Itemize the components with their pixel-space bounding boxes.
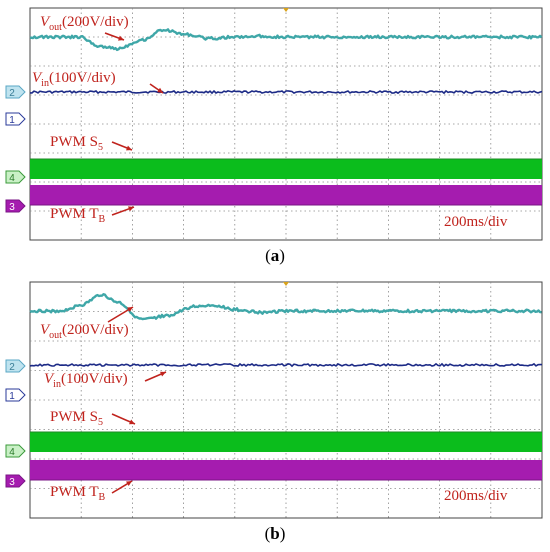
channel-marker-4: 4 [5,444,26,458]
channel-marker-label: 4 [9,173,15,184]
pwm-s5-band [30,158,542,179]
time-scale-label: 200ms/div [444,488,508,504]
caption-a: (a) [265,246,285,265]
channel-marker-label: 3 [9,477,15,488]
arrow-head [126,481,132,487]
vin-arrow [144,371,167,382]
pwm-s5-band [30,431,542,452]
channel-marker-2: 2 [5,359,26,373]
arrow-head [160,371,166,377]
tb-arrow [111,206,135,216]
channel-marker-label: 4 [9,447,15,458]
channel-marker-label: 3 [9,202,15,213]
vin-label: Vin(100V/div) [32,70,116,89]
pwm-tb-band [30,185,542,206]
pwm-s5-label: PWM S5 [50,134,103,153]
tb-arrow [111,480,133,494]
vout-arrow [104,32,125,41]
channel-marker-shape [5,85,26,99]
vout-label: Vout(200V/div) [40,14,129,33]
vin-trace [30,89,543,95]
channel-marker-label: 2 [9,362,15,373]
channel-marker-label: 1 [9,391,15,402]
arrow-head [126,145,132,151]
channel-marker-3: 3 [5,199,26,213]
arrow-head [157,87,163,93]
time-scale-label: 200ms/div [444,214,508,230]
channel-marker-2: 2 [5,85,26,99]
scope-grid [30,282,542,518]
vout-arrow [107,306,134,323]
panel-b: 2 1 4 3 Vout(200V/div) Vin(100V/div) PWM S5 PWM… [5,281,543,519]
s5-arrow [111,141,133,151]
channel-marker-shape [5,199,26,213]
caption-b: (b) [264,524,286,543]
trigger-marker [283,282,289,286]
channel-marker-shape [5,359,26,373]
channel-marker-shape [5,112,26,126]
vin-arrow [149,83,164,94]
pwm-tb-fill [30,185,542,205]
channel-marker-1: 1 [5,388,26,402]
channel-marker-4: 4 [5,170,26,184]
pwm-s5-label: PWM S5 [50,409,103,428]
arrow-head [127,307,133,313]
pwm-tb-label: PWM TB [50,206,105,225]
channel-marker-label: 2 [9,88,15,99]
panel-a: 2 1 4 3 Vout(200V/div) Vin(100V/div) PWM S5 PWM… [5,7,543,241]
vin-trace [29,362,542,368]
channel-marker-shape [5,444,26,458]
channel-marker-shape [5,170,26,184]
channel-marker-shape [5,388,26,402]
pwm-s5-fill [30,432,542,452]
channel-marker-shape [5,474,26,488]
channel-marker-3: 3 [5,474,26,488]
pwm-s5-fill [30,159,542,179]
vout-trace [29,293,542,321]
trigger-marker [283,8,289,12]
channel-marker-label: 1 [9,115,15,126]
vout-trace [29,28,543,52]
pwm-tb-fill [30,460,542,480]
vout-label: Vout(200V/div) [40,322,129,341]
channel-marker-1: 1 [5,112,26,126]
arrow-head [128,206,134,212]
pwm-tb-band [30,460,542,481]
s5-arrow [111,413,136,425]
vin-label: Vin(100V/div) [44,371,128,390]
arrow-head [129,419,135,425]
arrow-head [118,35,124,41]
pwm-tb-label: PWM TB [50,484,105,503]
